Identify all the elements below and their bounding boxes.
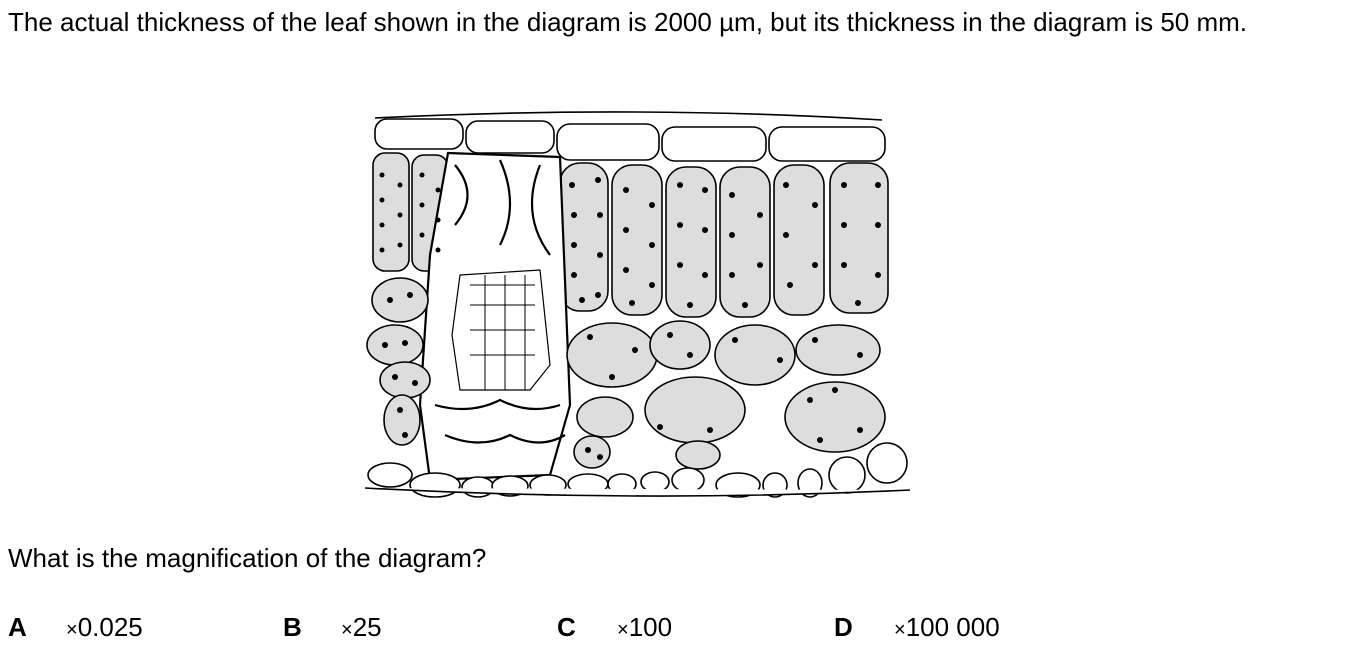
- times-symbol: ×: [894, 619, 906, 641]
- times-symbol: ×: [617, 619, 629, 641]
- option-letter: B: [283, 612, 302, 642]
- times-symbol: ×: [66, 619, 78, 641]
- option-letter: D: [834, 612, 853, 642]
- palisade-cells: [372, 152, 889, 318]
- times-symbol: ×: [341, 619, 353, 641]
- option-d[interactable]: D ×100 000: [834, 609, 1000, 648]
- option-letter: A: [8, 612, 27, 642]
- option-value: 25: [352, 612, 382, 642]
- option-value: 100: [628, 612, 673, 642]
- upper-epidermis: [374, 118, 886, 162]
- question-text: The actual thickness of the leaf shown i…: [8, 7, 1248, 37]
- answer-options: A ×0.025 B ×25 C ×100 D ×100 000: [0, 609, 1345, 649]
- question-prompt: What is the magnification of the diagram…: [8, 543, 487, 573]
- option-c[interactable]: C ×100: [557, 609, 672, 648]
- option-a[interactable]: A ×0.025: [8, 609, 143, 648]
- option-value: 100 000: [905, 612, 1000, 642]
- upper-cuticle: [374, 111, 883, 121]
- chloroplasts: [379, 172, 881, 460]
- lower-epidermis: [364, 442, 911, 498]
- option-letter: C: [557, 612, 576, 642]
- spongy-mesophyll: [366, 277, 886, 470]
- vascular-bundle: [418, 151, 572, 482]
- option-value: 0.025: [77, 612, 143, 642]
- leaf-cross-section-diagram: [364, 111, 911, 498]
- option-b[interactable]: B ×25: [283, 609, 382, 648]
